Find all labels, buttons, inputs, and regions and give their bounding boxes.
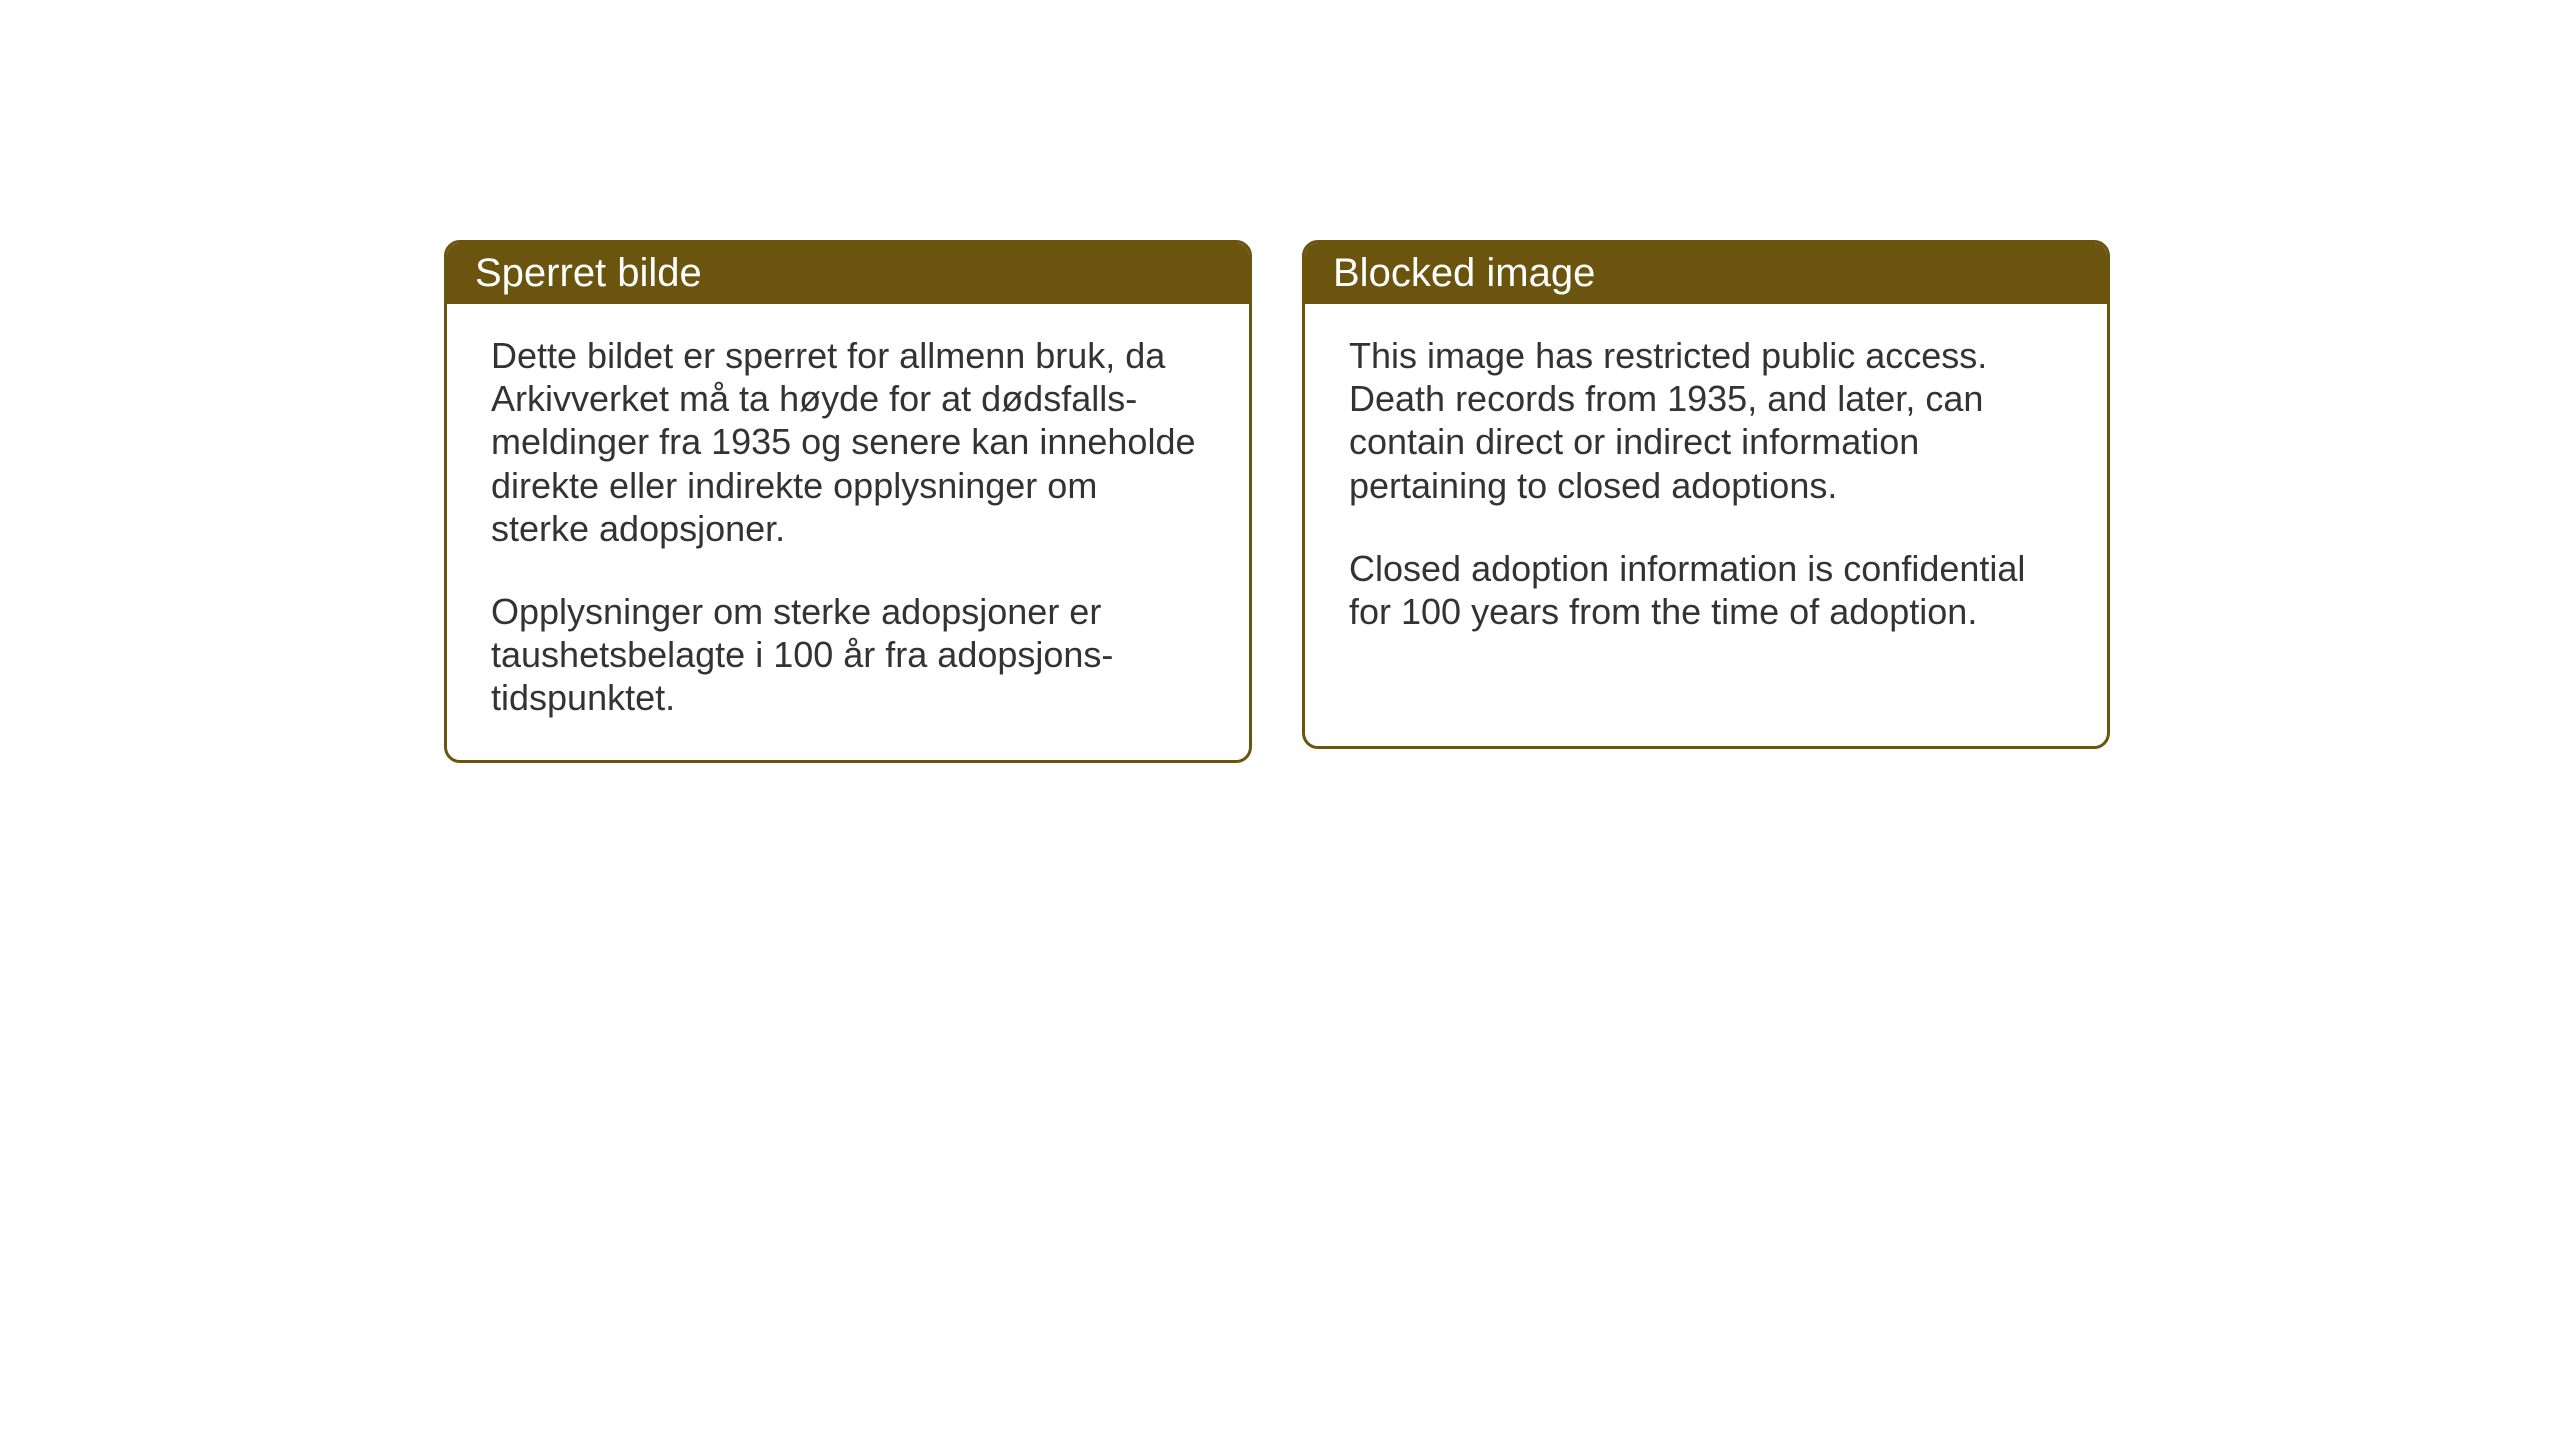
card-header-norwegian: Sperret bilde — [447, 243, 1249, 304]
card-body-norwegian: Dette bildet er sperret for allmenn bruk… — [447, 304, 1249, 760]
cards-container: Sperret bilde Dette bildet er sperret fo… — [444, 240, 2110, 763]
card-header-english: Blocked image — [1305, 243, 2107, 304]
card-paragraph-2-english: Closed adoption information is confident… — [1349, 547, 2063, 633]
card-paragraph-1-english: This image has restricted public access.… — [1349, 334, 2063, 507]
card-paragraph-2-norwegian: Opplysninger om sterke adopsjoner er tau… — [491, 590, 1205, 720]
card-paragraph-1-norwegian: Dette bildet er sperret for allmenn bruk… — [491, 334, 1205, 550]
blocked-image-card-norwegian: Sperret bilde Dette bildet er sperret fo… — [444, 240, 1252, 763]
card-body-english: This image has restricted public access.… — [1305, 304, 2107, 673]
blocked-image-card-english: Blocked image This image has restricted … — [1302, 240, 2110, 749]
